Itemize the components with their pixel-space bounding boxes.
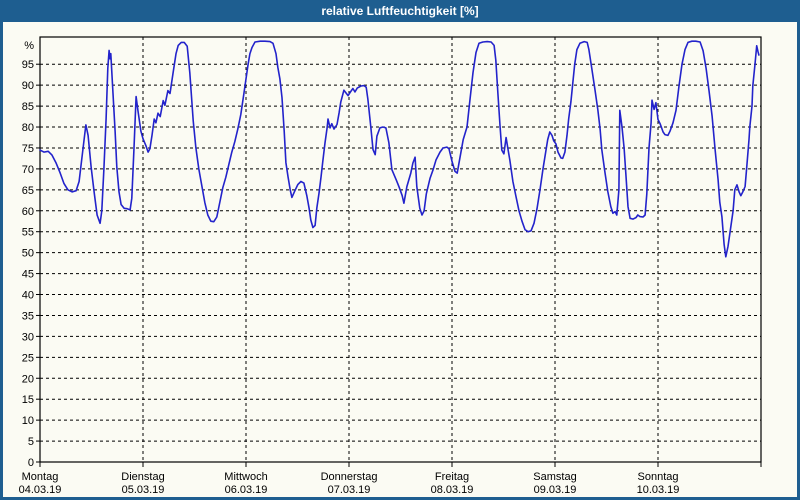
y-axis-tick-label: 60 [22,206,34,218]
x-axis-date-label: 07.03.19 [328,484,371,496]
y-axis-tick-label: 50 [22,248,34,260]
y-axis-tick-label: 45 [22,269,34,281]
y-axis-tick-label: 55 [22,227,34,239]
y-axis-tick-label: 80 [22,122,34,134]
x-axis-date-label: 09.03.19 [534,484,577,496]
y-axis-tick-label: 35 [22,310,34,322]
y-axis-tick-label: 20 [22,373,34,385]
window-title: relative Luftfeuchtigkeit [%] [321,4,479,18]
y-axis-tick-label: 75 [22,143,34,155]
y-axis-tick-label: 65 [22,185,34,197]
window-titlebar: relative Luftfeuchtigkeit [%] [0,0,800,22]
y-axis-tick-label: 10 [22,415,34,427]
x-axis-date-label: 08.03.19 [431,484,474,496]
plot-border [39,36,762,463]
y-axis-unit-label: % [24,40,34,52]
y-axis-tick-label: 40 [22,290,34,302]
x-axis-day-label: Sonntag [638,471,679,483]
x-axis-day-label: Freitag [435,471,469,483]
x-axis-day-label: Donnerstag [321,471,378,483]
x-axis-day-label: Mittwoch [224,471,267,483]
x-axis-day-label: Samstag [533,471,576,483]
y-axis-tick-label: 25 [22,352,34,364]
y-axis-tick-label: 0 [28,457,34,469]
x-axis-day-label: Dienstag [121,471,164,483]
y-axis-tick-label: 85 [22,101,34,113]
y-axis-tick-label: 95 [22,59,34,71]
x-axis-day-label: Montag [22,471,59,483]
y-axis-tick-label: 90 [22,80,34,92]
y-axis-tick-label: 30 [22,331,34,343]
x-axis-date-label: 05.03.19 [122,484,165,496]
y-axis-tick-label: 70 [22,164,34,176]
x-axis-date-label: 06.03.19 [225,484,268,496]
x-axis-date-label: 10.03.19 [637,484,680,496]
y-axis-tick-label: 5 [28,436,34,448]
y-axis-tick-label: 15 [22,394,34,406]
x-axis-date-label: 04.03.19 [19,484,62,496]
humidity-line [39,40,760,258]
